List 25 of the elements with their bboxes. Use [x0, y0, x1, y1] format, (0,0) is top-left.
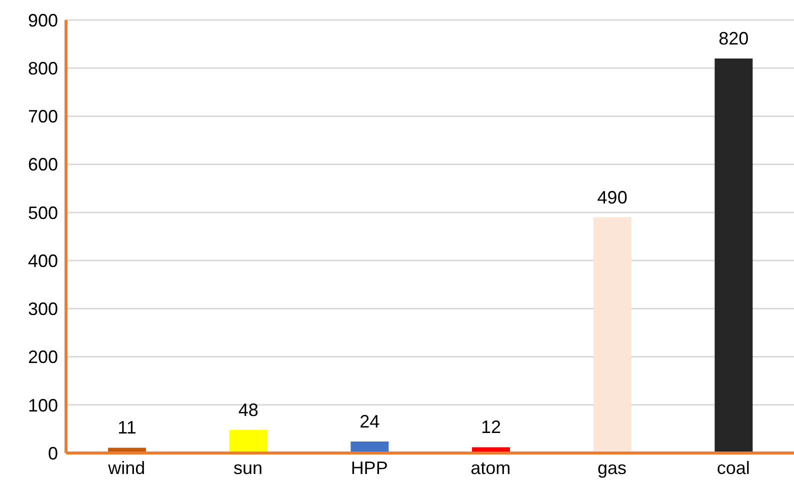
y-tick-label: 500 — [28, 202, 58, 223]
data-label: 24 — [360, 411, 380, 432]
y-tick-label: 800 — [28, 58, 58, 78]
bar — [229, 430, 268, 453]
x-tick-label: wind — [107, 458, 146, 478]
y-tick-label: 300 — [28, 299, 58, 320]
data-label: 11 — [118, 418, 136, 438]
bar — [593, 217, 632, 453]
data-label: 48 — [238, 400, 258, 420]
data-label: 820 — [718, 28, 749, 48]
y-tick-label: 200 — [28, 347, 58, 368]
x-tick-label: gas — [597, 458, 627, 478]
y-tick-label: 900 — [28, 10, 58, 30]
x-tick-label: sun — [233, 458, 263, 478]
x-tick-label: HPP — [350, 458, 388, 478]
x-tick-label: coal — [716, 458, 750, 478]
y-tick-label: 0 — [48, 443, 58, 464]
y-tick-label: 100 — [28, 395, 58, 416]
data-label: 12 — [480, 417, 502, 438]
bar — [714, 58, 753, 453]
y-tick-label: 700 — [28, 106, 58, 127]
x-tick-label: atom — [470, 458, 511, 478]
y-tick-label: 600 — [28, 154, 58, 175]
y-tick-label: 400 — [28, 250, 58, 271]
data-label: 490 — [597, 187, 628, 208]
